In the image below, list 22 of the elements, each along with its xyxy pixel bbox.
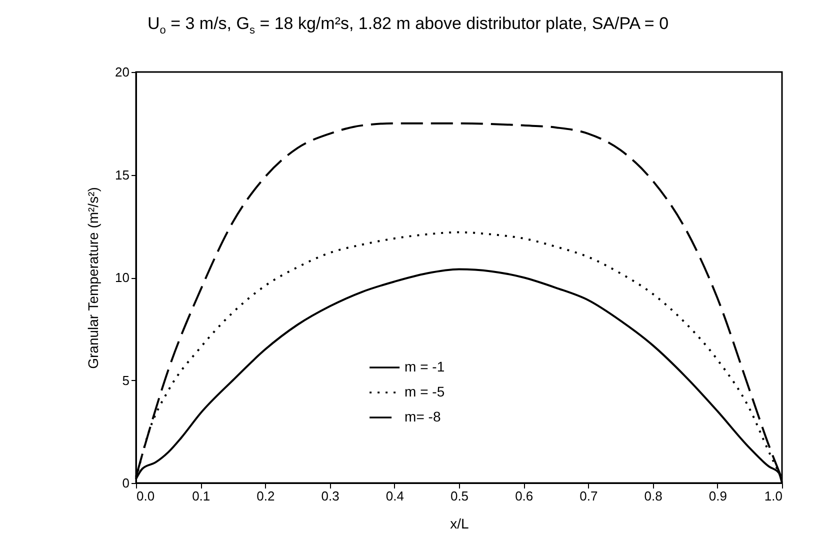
y-axis-title: Granular Temperature (m²/s²): [85, 187, 102, 369]
x-tick-label: 0.7: [580, 488, 598, 504]
legend-label: m = -1: [404, 358, 445, 374]
y-tick-label: 20: [115, 64, 130, 80]
x-tick-label: 0.3: [321, 488, 340, 504]
y-tick-label: 5: [122, 372, 130, 388]
x-tick-label: 0.2: [256, 488, 275, 504]
x-tick-label: 0.5: [450, 488, 469, 504]
legend-label: m= -8: [404, 408, 441, 424]
x-axis-title: x/L: [450, 516, 470, 532]
x-tick-label: 0.1: [192, 488, 210, 504]
x-tick-label: 0.6: [515, 488, 534, 504]
x-tick-label: 0.4: [386, 488, 404, 504]
x-tick-label: 0.8: [644, 488, 662, 504]
legend-label: m = -5: [404, 383, 445, 400]
y-tick-label: 15: [115, 167, 130, 182]
y-tick-label: 0: [122, 476, 130, 490]
text: 1.0: [764, 488, 782, 504]
chart-title: U$_{o}$ = 3 m/s, G$_{s}$ = 18 kg/m²s, 1.82 m above distributor plate, SA/PA = 0: [146, 14, 670, 36]
x-tick-label: 0.9: [708, 488, 727, 504]
text: 0.0: [136, 488, 155, 504]
y-tick-label: 10: [115, 270, 130, 285]
